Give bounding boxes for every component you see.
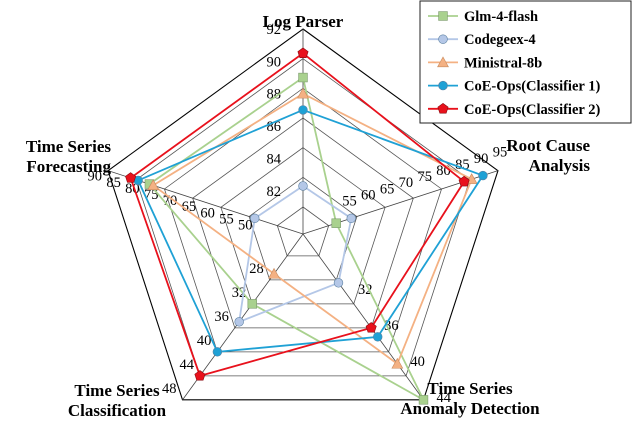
tick-label: 90 [474, 151, 489, 167]
grid-ring [135, 58, 471, 377]
data-point [298, 181, 308, 191]
data-point [346, 213, 356, 224]
series-line [148, 76, 426, 403]
tick-label: 95 [493, 145, 508, 161]
tick-label: 28 [249, 261, 264, 277]
legend-label: CoE-Ops(Classifier 1) [464, 79, 600, 95]
data-point [297, 47, 309, 58]
data-point [247, 299, 257, 309]
axis-title: Classification [68, 401, 167, 420]
series-line [136, 108, 485, 353]
legend-label: Ministral-8b [464, 55, 542, 71]
axis-title: Time Series [427, 379, 513, 398]
data-point [268, 267, 280, 279]
tick-label: 40 [197, 333, 212, 349]
data-point [297, 87, 309, 99]
series-line [238, 184, 353, 324]
data-point [437, 103, 449, 114]
series-line [129, 52, 466, 377]
grid-ring [220, 147, 386, 305]
tick-label: 82 [267, 184, 282, 200]
legend-item: Glm-4-flash [428, 9, 538, 25]
tick-label: 50 [238, 218, 253, 234]
tick-label: 40 [410, 354, 425, 370]
data-point [418, 395, 429, 405]
series-coe-ops-classifier-1- [133, 105, 488, 357]
grid-ring [276, 206, 330, 257]
legend: Glm-4-flash Codegeex-4 Ministral-8b CoE-Ops… [419, 0, 632, 124]
data-point [147, 179, 160, 191]
data-point [194, 370, 206, 381]
data-point [373, 332, 383, 342]
grid-ring [248, 176, 358, 281]
tick-label: 32 [358, 282, 373, 298]
data-point [458, 175, 470, 187]
axis-title: Root Cause [506, 136, 590, 155]
data-point [298, 72, 308, 83]
legend-item: Codegeex-4 [428, 32, 536, 48]
axis-title: Time Series [26, 137, 112, 156]
legend-label: Glm-4-flash [464, 9, 538, 25]
tick-label: 44 [436, 390, 451, 406]
tick-label: 88 [267, 87, 282, 103]
axis-title: Analysis [529, 156, 591, 175]
tick-label: 75 [417, 169, 432, 185]
tick-label: 90 [267, 54, 282, 70]
series-codegeex-4 [234, 181, 356, 327]
legend-label: Codegeex-4 [464, 32, 536, 48]
data-point [125, 172, 137, 183]
legend-label: CoE-Ops(Classifier 2) [464, 102, 600, 118]
tick-label: 70 [399, 175, 414, 191]
grid-ring [192, 117, 414, 329]
data-point [438, 80, 448, 91]
data-point [438, 11, 448, 21]
data-point [438, 34, 448, 44]
series-glm-4-flash [144, 72, 429, 405]
axis-spoke [302, 233, 424, 401]
legend-item: Ministral-8b [428, 55, 542, 71]
data-point [234, 317, 244, 327]
legend-item: CoE-Ops(Classifier 2) [428, 102, 600, 118]
series-group [125, 47, 488, 405]
series-coe-ops-classifier-2- [125, 47, 470, 381]
axis-title: Log Parser [263, 12, 344, 31]
grid-ring [163, 87, 443, 353]
data-point [250, 213, 260, 224]
axis-title: Anomaly Detection [400, 399, 540, 418]
tick-label: 60 [200, 205, 215, 221]
tick-label: 92 [267, 22, 282, 38]
data-point [333, 278, 344, 288]
tick-label: 84 [267, 151, 282, 167]
axis-title: Forecasting [26, 157, 111, 176]
legend-item: CoE-Ops(Classifier 1) [428, 79, 600, 95]
radar-grid [107, 28, 499, 401]
data-point [298, 105, 308, 115]
tick-label: 90 [88, 169, 103, 185]
data-point [391, 357, 404, 369]
tick-label: 55 [342, 194, 357, 210]
data-point [212, 347, 223, 357]
tick-label: 65 [182, 199, 197, 215]
data-point [437, 56, 449, 68]
data-point [331, 218, 341, 228]
data-point [478, 170, 488, 181]
tick-label: 65 [380, 181, 395, 197]
tick-label: 36 [214, 309, 229, 325]
grid-ring [107, 28, 499, 401]
series-line [151, 92, 473, 366]
tick-label: 85 [106, 175, 121, 191]
data-point [365, 322, 377, 333]
tick-label: 55 [219, 211, 234, 227]
tick-label: 48 [162, 381, 177, 397]
tick-label: 44 [179, 357, 194, 373]
axis-title: Time Series [74, 381, 160, 400]
tick-label: 60 [361, 187, 376, 203]
